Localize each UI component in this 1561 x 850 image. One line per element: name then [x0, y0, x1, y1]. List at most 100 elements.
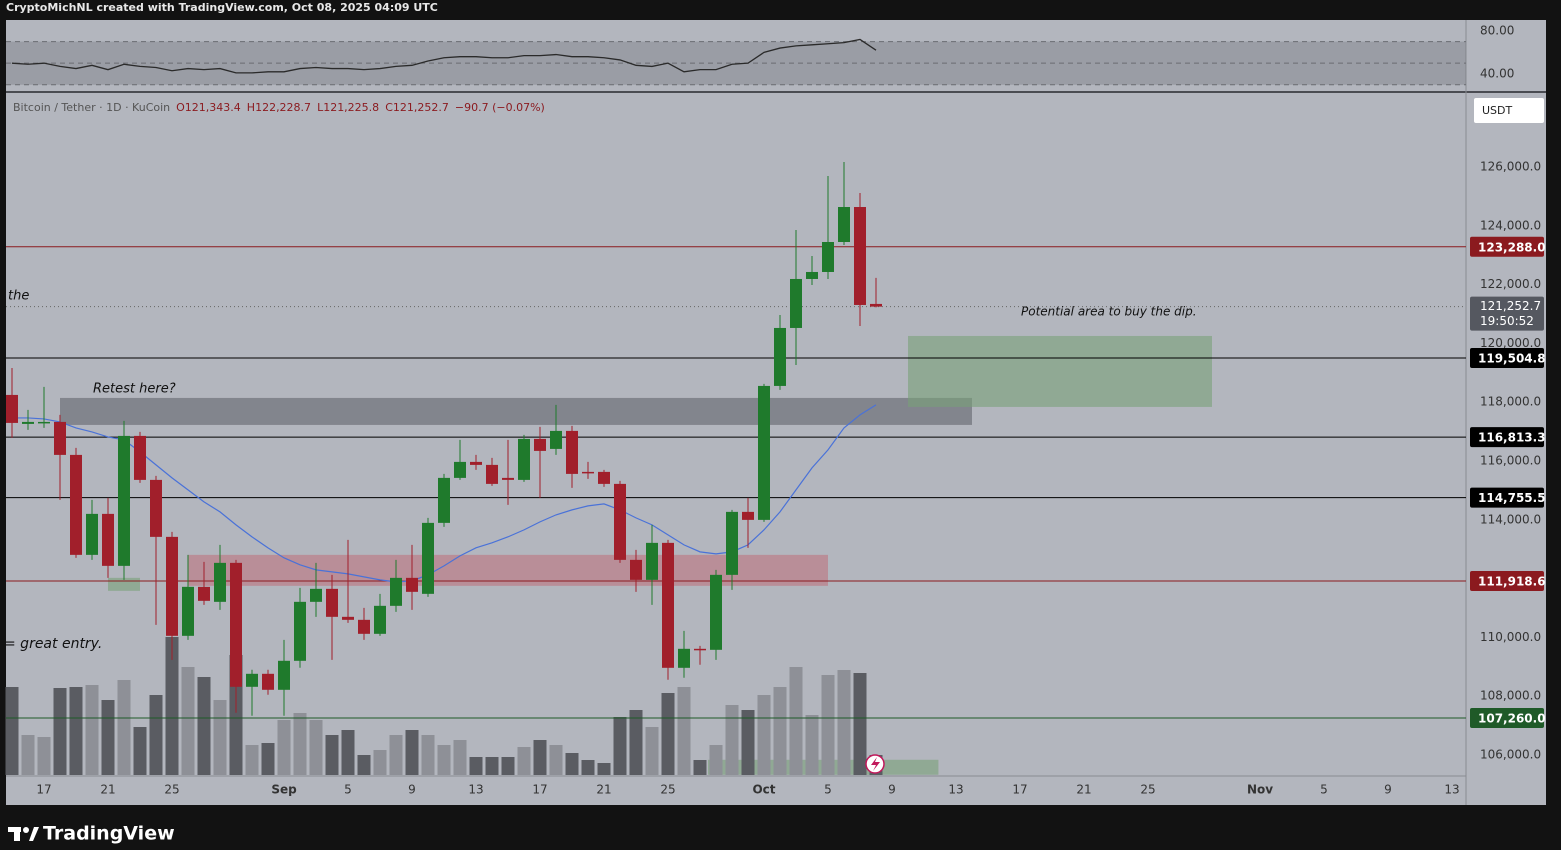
annotation: Retest here? — [93, 382, 176, 397]
volume-bar — [325, 735, 339, 775]
legend-value: L121,225.8 — [317, 101, 379, 114]
candle-body — [214, 562, 226, 602]
candle-body — [278, 660, 290, 690]
volume-bar — [85, 685, 99, 775]
event-icon-bolt — [871, 757, 880, 771]
level-label: 123,288.0 — [1478, 240, 1546, 254]
candle-body — [38, 421, 50, 424]
x-tick-label: 25 — [1140, 783, 1155, 797]
y-tick-label: 110,000.0 — [1480, 630, 1541, 644]
candle-body — [854, 207, 866, 305]
candle-body — [774, 327, 786, 386]
candle-body — [614, 483, 626, 560]
rsi-tick-label: 40.00 — [1480, 66, 1514, 80]
y-tick-label: 106,000.0 — [1480, 748, 1541, 762]
candle-body — [118, 435, 130, 566]
y-tick-label: 118,000.0 — [1480, 395, 1541, 409]
x-tick-label: 9 — [888, 783, 896, 797]
legend-value: −90.7 (−0.07%) — [455, 101, 545, 114]
axes: 106,000.0108,000.0110,000.0112,000.0114,… — [36, 160, 1545, 797]
volume-bar — [789, 667, 803, 775]
volume-bar — [37, 737, 51, 775]
footer-brand: TradingView — [43, 823, 175, 845]
x-tick-label: Nov — [1247, 783, 1273, 797]
volume-bar — [277, 720, 291, 775]
level-label: 111,918.6 — [1478, 575, 1546, 589]
x-tick-label: 9 — [408, 783, 416, 797]
x-tick-label: 13 — [1444, 783, 1459, 797]
y-tick-label: 122,000.0 — [1480, 277, 1541, 291]
x-tick-label: 9 — [1384, 783, 1392, 797]
volume-bar — [165, 637, 179, 775]
x-tick-label: 17 — [532, 783, 547, 797]
volume-bar — [581, 760, 595, 775]
candle-body — [294, 601, 306, 661]
legend-value: C121,252.7 — [385, 101, 449, 114]
logo — [8, 827, 39, 841]
candle-body — [758, 385, 770, 520]
candle-body — [438, 477, 450, 523]
volume-bar — [693, 760, 707, 775]
volume-bar — [245, 745, 259, 775]
candle-body — [182, 586, 194, 636]
currency-box — [1474, 98, 1544, 123]
candle-body — [150, 479, 162, 537]
candle-body — [598, 471, 610, 484]
candle-body — [534, 438, 546, 451]
volume-bar — [437, 745, 451, 775]
candle-body — [726, 511, 738, 575]
volume-bar — [405, 730, 419, 775]
volume-bar — [597, 763, 611, 775]
candle-body — [54, 421, 66, 455]
x-tick-label: Oct — [752, 783, 775, 797]
legend-value: O121,343.4 — [176, 101, 241, 114]
x-tick-label: 5 — [344, 783, 352, 797]
candle-body — [86, 513, 98, 555]
volume-bar — [629, 710, 643, 775]
level-label-bg — [1470, 707, 1544, 728]
candle-body — [70, 454, 82, 555]
candle-body — [678, 648, 690, 668]
candle-body — [694, 648, 706, 651]
annotation: the — [8, 289, 29, 304]
volume-bar — [757, 695, 771, 775]
level-label: 114,755.5 — [1478, 491, 1546, 505]
volume-bar — [645, 727, 659, 775]
volume-bar — [53, 688, 67, 775]
volume-bar — [133, 727, 147, 775]
x-tick-label: 25 — [164, 783, 179, 797]
candle-body — [454, 461, 466, 478]
candle-body — [262, 673, 274, 690]
candle-body — [342, 616, 354, 620]
volume-bar — [213, 700, 227, 775]
volume-bar — [517, 747, 531, 775]
volume-bar — [261, 743, 275, 775]
candle-body — [470, 461, 482, 465]
volume-bar — [181, 667, 195, 775]
y-tick-label: 124,000.0 — [1480, 218, 1541, 232]
y-tick-label: 114,000.0 — [1480, 512, 1541, 526]
candle-body — [838, 207, 850, 242]
volume-bar — [709, 745, 723, 775]
volume-bar — [741, 710, 755, 775]
candle-body — [870, 303, 882, 307]
level-label: 116,813.3 — [1478, 431, 1546, 445]
level-label-bg — [1470, 427, 1544, 448]
rsi-pane: 80.00 40.00 — [6, 23, 1514, 86]
annotation: = great entry. — [4, 636, 102, 652]
logo-shape — [29, 827, 39, 841]
candle-body — [646, 542, 658, 580]
volume-bar — [357, 755, 371, 775]
x-tick-label: 5 — [1320, 783, 1328, 797]
candle-body — [326, 588, 338, 617]
candle-body — [518, 438, 530, 480]
volume-bar — [485, 757, 499, 775]
volume-bar — [341, 730, 355, 775]
volume-bar — [837, 670, 851, 775]
volume-bar — [501, 757, 515, 775]
candle-body — [246, 673, 258, 687]
candle-body — [134, 435, 146, 480]
candle-body — [22, 421, 34, 424]
zone — [908, 335, 1212, 407]
